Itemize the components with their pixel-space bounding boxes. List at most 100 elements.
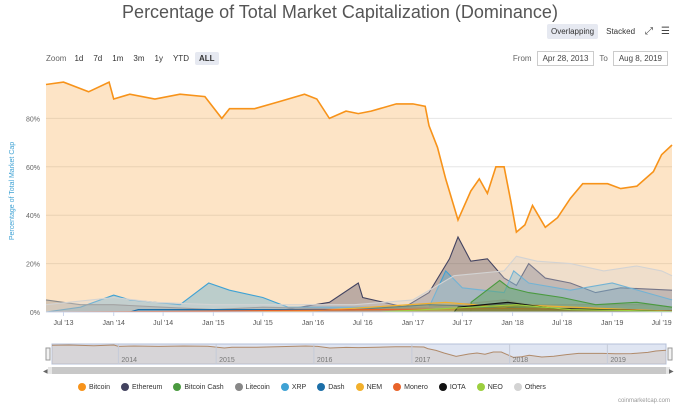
legend-label: Others <box>524 383 546 391</box>
x-tick-label: Jan '16 <box>302 320 324 327</box>
navigator-label: 2016 <box>317 357 333 364</box>
overlapping-button[interactable]: Overlapping <box>546 24 599 39</box>
legend-item-litecoin[interactable]: Litecoin <box>234 383 270 391</box>
x-tick-label: Jul '17 <box>452 320 472 327</box>
view-toggle: Overlapping Stacked ⤢ ☰ <box>546 24 672 39</box>
legend-dot <box>438 383 447 391</box>
zoom-1y-button[interactable]: 1y <box>154 54 163 63</box>
x-tick-label: Jan '17 <box>402 320 424 327</box>
x-tick-label: Jul '14 <box>153 320 173 327</box>
legend-dot <box>355 383 364 391</box>
series-line-ethereum <box>46 235 673 313</box>
y-tick-label: 40% <box>26 213 40 220</box>
from-date-input[interactable]: Apr 28, 2013 <box>536 51 595 66</box>
legend-label: IOTA <box>449 383 466 391</box>
from-label: From <box>512 54 532 63</box>
stacked-button[interactable]: Stacked <box>606 27 636 36</box>
series-line-others <box>45 255 673 306</box>
x-tick-label: Jul '19 <box>652 320 672 327</box>
navigator-label: 2014 <box>121 357 137 364</box>
series-area-ethereum <box>46 237 672 312</box>
zoom-bar: Zoom 1d 7d 1m 3m 1y YTD ALL <box>46 52 219 65</box>
navigator-label: 2017 <box>415 357 431 364</box>
chart-legend: Bitcoin Ethereum Bitcoin Cash Litecoin XRP Da… <box>78 383 557 391</box>
x-tick-label: Jan '14 <box>103 320 125 327</box>
legend-label: Monero <box>404 383 428 391</box>
navigator-label: 2015 <box>219 357 235 364</box>
navigator-handle-right <box>667 347 673 361</box>
series-area-bitcoin-cash <box>46 280 672 312</box>
legend-dot <box>78 383 86 391</box>
series-area-dash <box>46 304 672 312</box>
scroll-right-arrow-icon: ▶ <box>669 368 674 375</box>
navigator-area <box>52 345 666 364</box>
scroll-left-arrow-icon: ◀ <box>43 368 48 375</box>
series-line-litecoin <box>45 299 673 311</box>
legend-item-others[interactable]: Others <box>513 383 546 391</box>
date-range: From Apr 28, 2013 To Aug 8, 2019 <box>513 51 668 66</box>
legend-item-iota[interactable]: IOTA <box>438 383 466 391</box>
x-tick-label: Jul '13 <box>53 320 73 327</box>
legend-dot <box>513 383 522 391</box>
legend-dot <box>280 383 289 391</box>
legend-item-nem[interactable]: NEM <box>355 383 383 391</box>
expand-icon[interactable]: ⤢ <box>645 26 654 37</box>
x-tick-label: Jan '19 <box>601 320 623 327</box>
legend-item-monero[interactable]: Monero <box>393 383 428 391</box>
legend-label: NEO <box>487 383 503 391</box>
series-area-nem <box>46 302 672 312</box>
x-tick-label: Jul '15 <box>253 320 273 327</box>
series-line-bitcoin <box>45 80 673 234</box>
y-tick-label: 0% <box>30 310 40 317</box>
x-tick-label: Jan '18 <box>501 320 523 327</box>
legend-item-ethereum[interactable]: Ethereum <box>121 383 162 391</box>
zoom-label: Zoom <box>46 54 67 63</box>
legend-label: XRP <box>291 383 307 391</box>
navigator-line <box>51 344 667 358</box>
legend-dot <box>476 383 485 391</box>
zoom-1m-button[interactable]: 1m <box>112 54 124 63</box>
zoom-3m-button[interactable]: 3m <box>133 54 145 63</box>
legend-item-bitcoin-cash[interactable]: Bitcoin Cash <box>173 383 224 391</box>
y-axis-title: Percentage of Total Market Cap <box>9 142 16 240</box>
legend-item-neo[interactable]: NEO <box>476 383 503 391</box>
legend-dot <box>393 383 402 391</box>
legend-dot <box>234 383 243 391</box>
zoom-1d-button[interactable]: 1d <box>74 54 84 63</box>
to-label: To <box>599 54 608 63</box>
legend-dot <box>173 383 182 391</box>
scrollbar-thumb <box>52 367 666 374</box>
credit-text: coinmarketcap.com <box>617 398 670 404</box>
legend-label: NEM <box>366 383 383 391</box>
legend-label: Bitcoin Cash <box>184 383 224 391</box>
series-area-others <box>46 256 672 312</box>
y-tick-label: 80% <box>26 116 40 123</box>
legend-label: Bitcoin <box>89 383 111 391</box>
navigator-handle-left <box>45 347 51 361</box>
y-tick-label: 60% <box>26 165 40 172</box>
zoom-all-button[interactable]: ALL <box>194 52 219 65</box>
legend-label: Ethereum <box>132 383 163 391</box>
x-tick-label: Jul '16 <box>353 320 373 327</box>
legend-label: Litecoin <box>245 383 270 391</box>
x-tick-label: Jul '18 <box>552 320 572 327</box>
navigator-mask <box>51 343 667 365</box>
legend-item-xrp[interactable]: XRP <box>280 383 307 391</box>
x-tick-label: Jan '15 <box>202 320 224 327</box>
legend-dot <box>317 383 326 391</box>
legend-dot <box>121 383 130 391</box>
legend-label: Dash <box>328 383 345 391</box>
chart-title: Percentage of Total Market Capitalizatio… <box>122 2 558 22</box>
navigator-label: 2019 <box>610 357 626 364</box>
zoom-7d-button[interactable]: 7d <box>93 54 103 63</box>
y-tick-label: 20% <box>26 262 40 269</box>
legend-item-dash[interactable]: Dash <box>317 383 345 391</box>
series-area-bitcoin <box>46 82 672 312</box>
hamburger-menu-icon[interactable]: ☰ <box>661 26 670 37</box>
navigator-label: 2018 <box>513 357 529 364</box>
zoom-ytd-button[interactable]: YTD <box>172 54 189 63</box>
to-date-input[interactable]: Aug 8, 2019 <box>612 51 668 66</box>
series-area-neo <box>46 304 672 312</box>
legend-item-bitcoin[interactable]: Bitcoin <box>78 383 110 391</box>
